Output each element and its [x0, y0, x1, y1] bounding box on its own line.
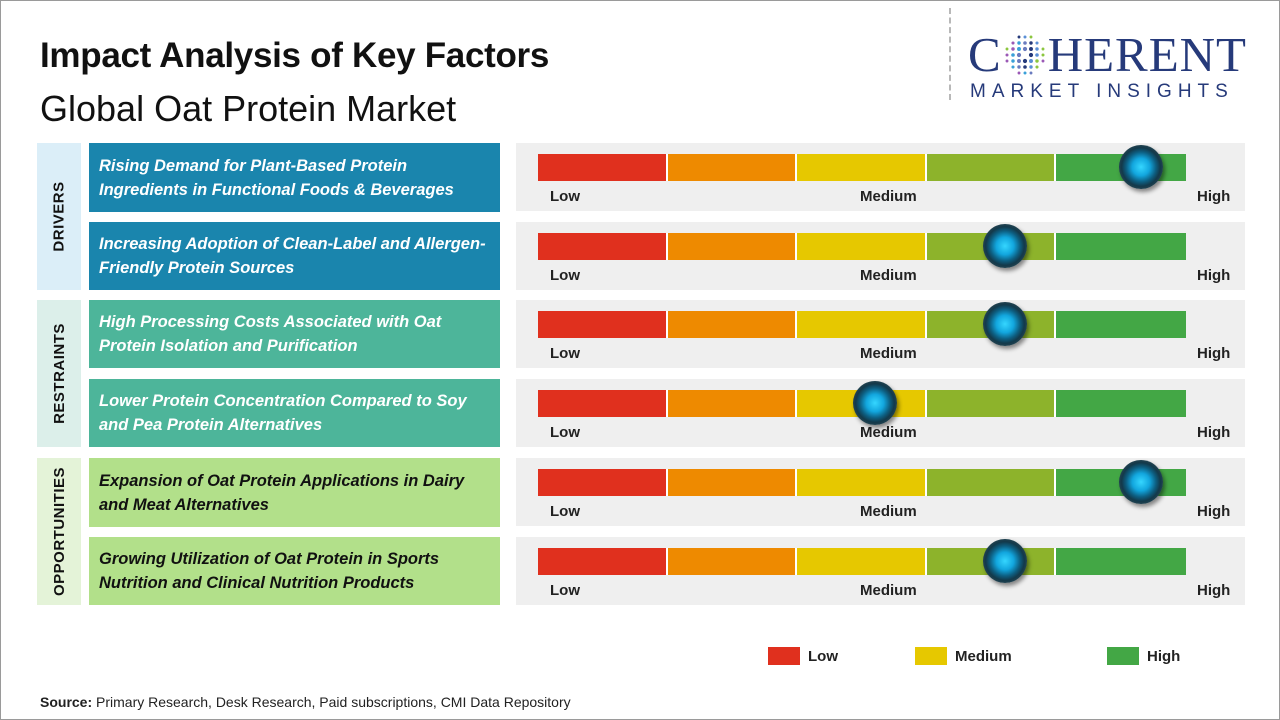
- scale-segment: [538, 154, 668, 181]
- scale-label-low: Low: [550, 582, 580, 599]
- legend-item-low: Low: [768, 647, 838, 665]
- scale-segment: [667, 233, 798, 260]
- scale-label-low: Low: [550, 188, 580, 205]
- impact-meter: Low Medium High: [516, 458, 1245, 526]
- scale-segment: [797, 469, 927, 496]
- impact-scale-bar: [538, 233, 1186, 260]
- scale-segment: [667, 469, 798, 496]
- scale-segment: [797, 233, 927, 260]
- factor-label: Lower Protein Concentration Compared to …: [99, 392, 467, 434]
- impact-indicator-knob: [1118, 460, 1163, 504]
- impact-scale-bar: [538, 311, 1186, 338]
- factor-label: Rising Demand for Plant-Based Protein In…: [99, 156, 454, 199]
- impact-indicator-knob: [982, 539, 1027, 583]
- factor-box: High Processing Costs Associated with Oa…: [89, 300, 500, 368]
- scale-segment: [1056, 311, 1186, 338]
- scale-label-medium: Medium: [860, 424, 917, 441]
- scale-segment: [667, 390, 798, 417]
- scale-segment: [926, 469, 1057, 496]
- impact-scale-bar: [538, 390, 1186, 417]
- impact-scale-bar: [538, 469, 1186, 496]
- scale-segment: [926, 154, 1057, 181]
- impact-meter: Low Medium High: [516, 222, 1245, 290]
- factor-box: Lower Protein Concentration Compared to …: [89, 379, 500, 447]
- scale-segment: [667, 548, 798, 575]
- scale-segment: [538, 390, 668, 417]
- scale-label-high: High: [1197, 582, 1231, 599]
- page-title: Impact Analysis of Key Factors: [40, 36, 550, 75]
- factor-label: Increasing Adoption of Clean-Label and A…: [99, 235, 486, 277]
- scale-segment: [538, 311, 668, 338]
- scale-label-medium: Medium: [860, 188, 917, 205]
- category-label: RESTRAINTS: [50, 323, 68, 424]
- scale-label-high: High: [1197, 188, 1231, 205]
- factor-box: Increasing Adoption of Clean-Label and A…: [89, 222, 500, 290]
- scale-label-high: High: [1197, 345, 1231, 362]
- page-subtitle: Global Oat Protein Market: [40, 88, 457, 129]
- scale-label-medium: Medium: [860, 582, 917, 599]
- category-label: DRIVERS: [50, 181, 68, 252]
- scale-label-medium: Medium: [860, 503, 917, 520]
- impact-indicator-knob: [852, 381, 897, 425]
- logo-dot-globe-icon: [1005, 35, 1045, 74]
- scale-segment: [538, 548, 668, 575]
- factor-label: Growing Utilization of Oat Protein in Sp…: [99, 550, 440, 592]
- impact-scale-bar: [538, 154, 1186, 181]
- scale-label-medium: Medium: [860, 345, 917, 362]
- scale-segment: [926, 390, 1057, 417]
- logo-text-c: C: [968, 27, 1002, 82]
- scale-segment: [797, 311, 927, 338]
- scale-segment: [538, 469, 668, 496]
- impact-scale-bar: [538, 548, 1186, 575]
- logo-tagline: MARKET INSIGHTS: [970, 81, 1234, 102]
- legend-swatch: [768, 647, 800, 665]
- scale-segment: [797, 548, 927, 575]
- scale-label-low: Low: [550, 424, 580, 441]
- legend-label: High: [1147, 647, 1181, 665]
- scale-segment: [1056, 233, 1186, 260]
- legend-item-high: High: [1107, 647, 1180, 665]
- scale-segment: [667, 154, 798, 181]
- legend-swatch: [1107, 647, 1139, 665]
- factor-label: High Processing Costs Associated with Oa…: [99, 313, 442, 355]
- scale-segment: [1056, 548, 1186, 575]
- impact-meter: Low Medium High: [516, 537, 1245, 605]
- impact-indicator-knob: [1118, 145, 1163, 189]
- scale-label-high: High: [1197, 503, 1231, 520]
- scale-label-low: Low: [550, 503, 580, 520]
- scale-segment: [797, 154, 927, 181]
- category-opportunities: OPPORTUNITIES: [37, 458, 81, 605]
- company-logo: C HERENT MARKET INSIGHTS: [968, 30, 1268, 103]
- impact-meter: Low Medium High: [516, 300, 1245, 368]
- source-text: Primary Research, Desk Research, Paid su…: [92, 694, 571, 710]
- logo-text-herent: HERENT: [1047, 27, 1247, 82]
- source-label: Source:: [40, 694, 93, 710]
- scale-label-medium: Medium: [860, 267, 917, 284]
- impact-meter: Low Medium High: [516, 379, 1245, 447]
- factor-label: Expansion of Oat Protein Applications in…: [99, 471, 465, 514]
- impact-meter: Low Medium High: [516, 143, 1245, 211]
- scale-segment: [538, 233, 668, 260]
- factor-box: Rising Demand for Plant-Based Protein In…: [89, 143, 500, 212]
- legend-item-medium: Medium: [915, 647, 1012, 665]
- impact-indicator-knob: [982, 224, 1027, 268]
- scale-label-low: Low: [550, 267, 580, 284]
- scale-label-high: High: [1197, 267, 1231, 284]
- scale-label-high: High: [1197, 424, 1231, 441]
- legend-swatch: [915, 647, 947, 665]
- category-drivers: DRIVERS: [37, 143, 81, 290]
- factor-box: Growing Utilization of Oat Protein in Sp…: [89, 537, 500, 605]
- category-restraints: RESTRAINTS: [37, 300, 81, 447]
- legend-label: Medium: [955, 647, 1012, 665]
- header-divider: [949, 8, 951, 100]
- category-label: OPPORTUNITIES: [50, 466, 68, 597]
- factor-box: Expansion of Oat Protein Applications in…: [89, 458, 500, 527]
- legend-label: Low: [808, 647, 838, 665]
- source-note: Source: Primary Research, Desk Research,…: [40, 694, 571, 710]
- scale-segment: [667, 311, 798, 338]
- impact-indicator-knob: [982, 302, 1027, 346]
- scale-segment: [1056, 390, 1186, 417]
- scale-label-low: Low: [550, 345, 580, 362]
